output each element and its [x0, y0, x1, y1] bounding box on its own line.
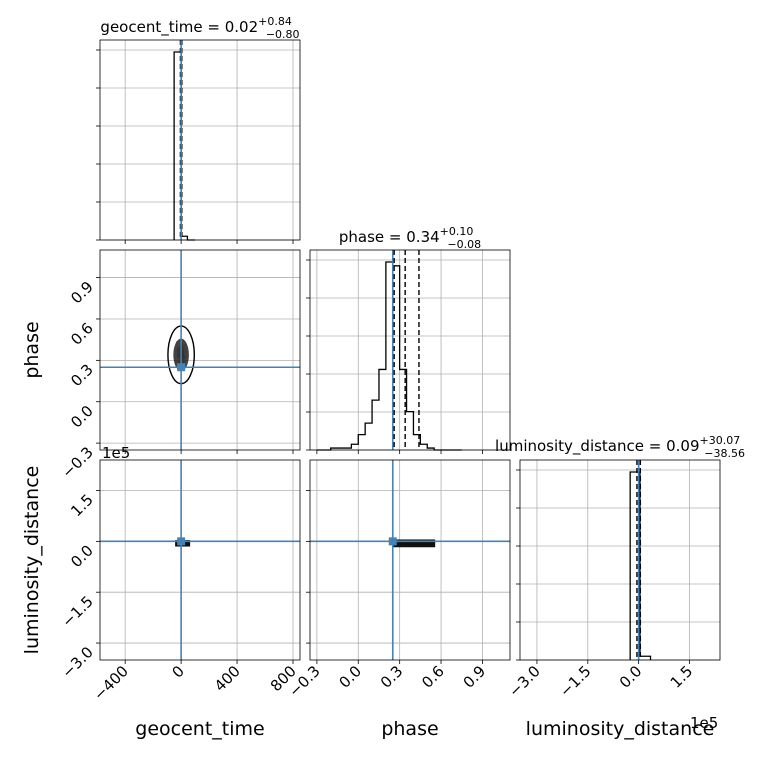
hist-geocent_time-steps: [173, 51, 196, 241]
ylabel-luminosity_distance: luminosity_distance: [21, 466, 43, 655]
hist-luminosity_distance-xtick-label-0: −3.0: [505, 662, 543, 700]
pair-luminosity_distance_vs_phase-frame: [309, 459, 511, 661]
pair-luminosity_distance_vs_phase-truth-marker: [388, 537, 397, 546]
xlabel-phase: phase: [381, 718, 438, 740]
xlabel-geocent_time: geocent_time: [135, 718, 264, 740]
title-luminosity_distance-plus: +30.07: [700, 434, 741, 447]
pair-luminosity_distance_vs_geocent_time-truth-marker: [177, 537, 186, 546]
title-geocent_time-median: 0.02: [225, 18, 258, 36]
hist-luminosity_distance-frame: [519, 459, 721, 661]
pair-luminosity_distance_vs_geocent_time-xtick-label-0: −400: [90, 662, 132, 704]
panel-phase-vs-geocent_time: −0.3 0.0 0.3 0.6 0.9: [58, 249, 301, 482]
pair-phase_vs_geocent_time-ytick-label-4: 0.9: [67, 278, 97, 308]
title-luminosity_distance-minus: −38.56: [704, 447, 745, 460]
xlabel-luminosity_distance: luminosity_distance: [526, 718, 715, 740]
hist-geocent_time-frame: [99, 39, 301, 241]
title-phase-median: 0.34: [406, 228, 439, 246]
title-luminosity_distance-name: luminosity_distance: [495, 437, 644, 456]
panel-luminosity_distance-vs-phase: −0.3 0.0 0.3 0.6 0.9: [285, 459, 511, 701]
title-phase-minus: −0.08: [447, 238, 481, 251]
pair-luminosity_distance_vs_geocent_time-xtick-label-1: 0: [168, 662, 187, 681]
hist-luminosity_distance-xtick-label-1: −1.5: [556, 662, 594, 700]
pair-phase_vs_geocent_time-ytick-label-2: 0.3: [67, 360, 97, 390]
title-luminosity_distance-median: 0.09: [666, 437, 699, 455]
hist-luminosity_distance-xtick-label-2: 0.0: [616, 662, 646, 692]
panel-phase-hist: [306, 249, 511, 454]
pair-phase_vs_geocent_time-ytick-label-0: −0.3: [58, 443, 96, 481]
ylabel-phase: phase: [21, 321, 43, 378]
hist-phase-frame: [309, 249, 511, 451]
pair-phase_vs_geocent_time-ytick-label-1: 0.0: [67, 402, 97, 432]
panel-luminosity_distance-hist: −3.0 −1.5 0.0 1.5: [505, 459, 721, 701]
pair-luminosity_distance_vs_geocent_time-xtick-label-2: 400: [211, 662, 244, 695]
pair-luminosity_distance_vs_phase-density-core: [393, 539, 436, 548]
hist-luminosity_distance-xtick-label-3: 1.5: [667, 662, 697, 692]
title-phase-name: phase: [339, 228, 384, 246]
pair-luminosity_distance_vs_phase-xtick-label-4: 0.9: [460, 662, 490, 692]
pair-luminosity_distance_vs_geocent_time-ytick-label-1: −1.5: [58, 592, 96, 630]
title-phase-plus: +0.10: [440, 225, 474, 238]
title-geocent_time-minus: −0.80: [266, 28, 300, 41]
pair-phase_vs_geocent_time-truth-marker: [177, 363, 186, 372]
hist-phase-steps: [316, 261, 462, 451]
offset-label-x-luminosity_distance: 1e5: [690, 714, 718, 732]
pair-luminosity_distance_vs_geocent_time-ytick-label-0: −3.0: [58, 643, 96, 681]
pair-phase_vs_geocent_time-frame: [99, 249, 301, 451]
pair-luminosity_distance_vs_phase-xtick-label-3: 0.6: [418, 662, 448, 692]
pair-luminosity_distance_vs_phase-xtick-label-1: 0.0: [336, 662, 366, 692]
panel-luminosity_distance-vs-geocent_time: −400 0 400 800−3.0−1.50.01.5: [58, 459, 301, 704]
offset-label-y-luminosity_distance: 1e5: [102, 444, 130, 462]
title-geocent_time-plus: +0.84: [258, 15, 292, 28]
pair-luminosity_distance_vs_phase-xtick-label-2: 0.3: [377, 662, 407, 692]
pair-luminosity_distance_vs_geocent_time-frame: [99, 459, 301, 661]
title-geocent_time-name: geocent_time: [100, 18, 202, 37]
pair-luminosity_distance_vs_geocent_time-ytick-label-2: 0.0: [67, 541, 97, 571]
panel-geocent_time-hist: [96, 39, 301, 244]
title-phase: phase = 0.34+0.10 −0.08: [339, 225, 481, 251]
title-geocent_time: geocent_time = 0.02+0.84 −0.80: [100, 15, 299, 41]
pair-phase_vs_geocent_time-ytick-label-3: 0.6: [67, 319, 97, 349]
pair-luminosity_distance_vs_geocent_time-ytick-label-3: 1.5: [67, 491, 97, 521]
title-luminosity_distance: luminosity_distance = 0.09+30.07 −38.56: [495, 434, 745, 460]
